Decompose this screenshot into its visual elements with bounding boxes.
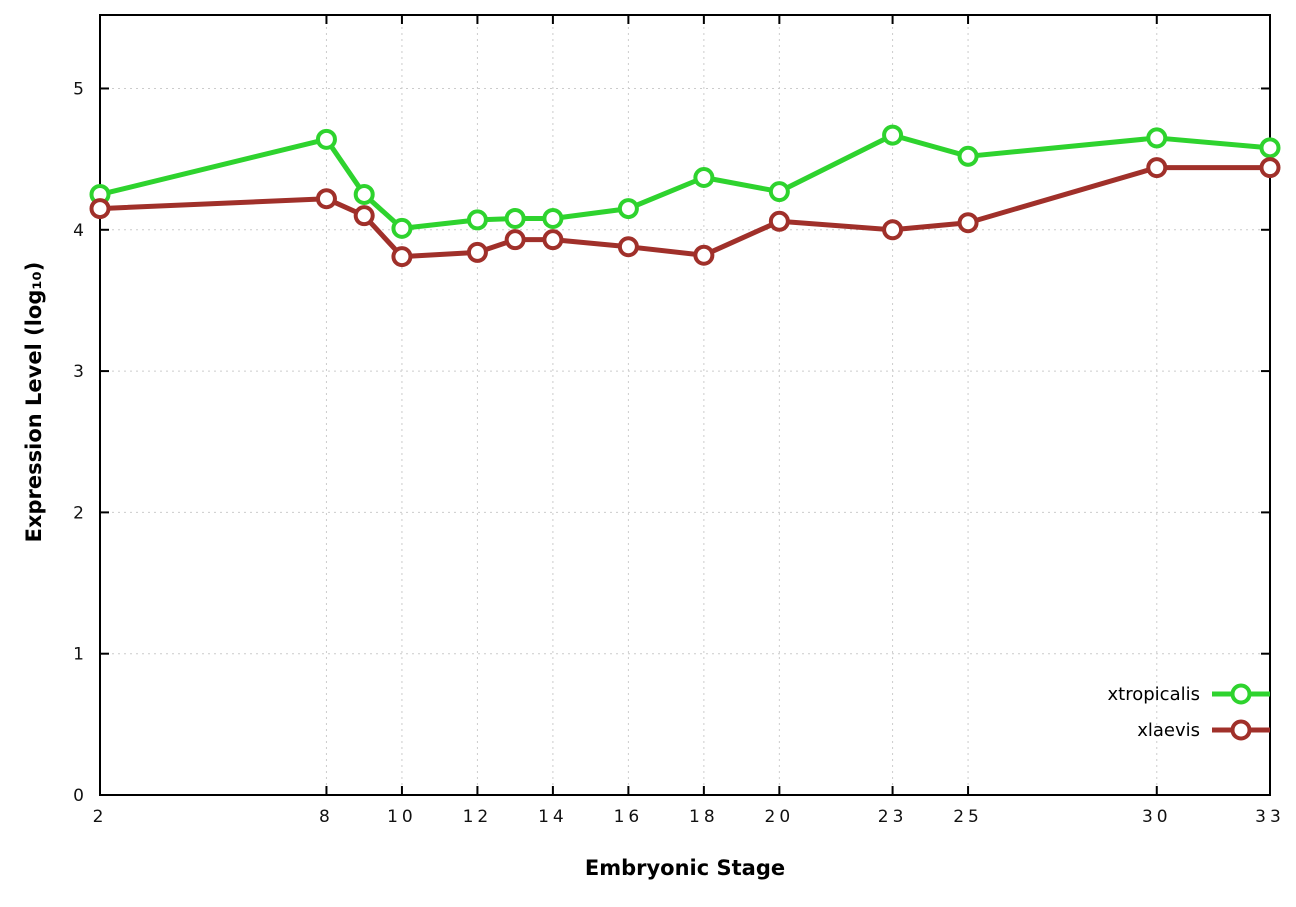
data-point-xtropicalis — [882, 124, 904, 146]
x-tick-label: 25 — [953, 807, 983, 827]
legend-entry-xtropicalis: xtropicalis — [1108, 682, 1270, 706]
data-point-xlaevis — [882, 219, 904, 241]
legend: xtropicalis xlaevis — [1108, 682, 1270, 742]
legend-label-xtropicalis: xtropicalis — [1107, 683, 1200, 705]
data-point-xtropicalis — [466, 209, 488, 231]
data-point-xlaevis — [391, 246, 413, 268]
x-tick-label: 30 — [1142, 807, 1172, 827]
series-line-xlaevis — [97, 165, 1273, 260]
legend-circle-icon — [1230, 683, 1252, 705]
legend-marker-xtropicalis — [1212, 682, 1270, 706]
x-tick-label: 33 — [1255, 807, 1285, 827]
data-point-xtropicalis — [617, 198, 639, 220]
y-tick-label: 5 — [73, 79, 86, 99]
y-axis-label: Expression Level (log₁₀) — [22, 261, 46, 543]
legend-marker-xlaevis — [1212, 718, 1270, 742]
y-tick-label: 2 — [73, 503, 86, 523]
data-point-xlaevis — [617, 236, 639, 258]
x-tick-label: 23 — [878, 807, 908, 827]
data-point-xtropicalis — [504, 207, 526, 229]
y-tick-label: 0 — [73, 786, 86, 806]
data-point-xtropicalis — [1146, 127, 1168, 149]
data-point-xtropicalis — [957, 145, 979, 167]
data-point-xtropicalis — [693, 167, 715, 188]
legend-entry-xlaevis: xlaevis — [1137, 718, 1270, 742]
data-point-xlaevis — [89, 198, 111, 220]
x-tick-label: 8 — [319, 807, 334, 827]
data-point-xtropicalis — [315, 128, 337, 150]
data-point-xlaevis — [957, 212, 979, 234]
x-tick-label: 18 — [689, 807, 719, 827]
plot-border — [99, 14, 1271, 796]
y-tick-label: 4 — [73, 221, 86, 241]
data-point-xtropicalis — [768, 181, 790, 203]
data-point-xtropicalis — [353, 183, 375, 205]
data-point-xlaevis — [353, 205, 375, 227]
data-point-xlaevis — [768, 210, 790, 232]
data-point-xtropicalis — [391, 217, 413, 239]
data-point-xlaevis — [542, 229, 564, 251]
x-axis-label: Embryonic Stage — [584, 856, 786, 880]
legend-circle-icon — [1230, 719, 1252, 741]
data-point-xlaevis — [466, 241, 488, 263]
x-tick-label: 16 — [614, 807, 644, 827]
y-tick-label: 1 — [73, 645, 86, 665]
data-point-xtropicalis — [542, 207, 564, 229]
series-line-xtropicalis — [97, 132, 1273, 231]
data-point-xlaevis — [504, 229, 526, 251]
legend-label-xlaevis: xlaevis — [1137, 719, 1200, 741]
data-point-xlaevis — [1259, 157, 1281, 179]
x-tick-label: 12 — [463, 807, 493, 827]
x-tick-label: 14 — [538, 807, 568, 827]
x-tick-label: 2 — [93, 807, 108, 827]
data-point-xlaevis — [693, 244, 715, 266]
data-point-xlaevis — [1146, 157, 1168, 179]
y-tick-label: 3 — [73, 362, 86, 382]
x-tick-label: 20 — [765, 807, 795, 827]
data-point-xtropicalis — [1259, 137, 1281, 159]
data-point-xlaevis — [315, 188, 337, 210]
x-tick-label: 10 — [387, 807, 417, 827]
